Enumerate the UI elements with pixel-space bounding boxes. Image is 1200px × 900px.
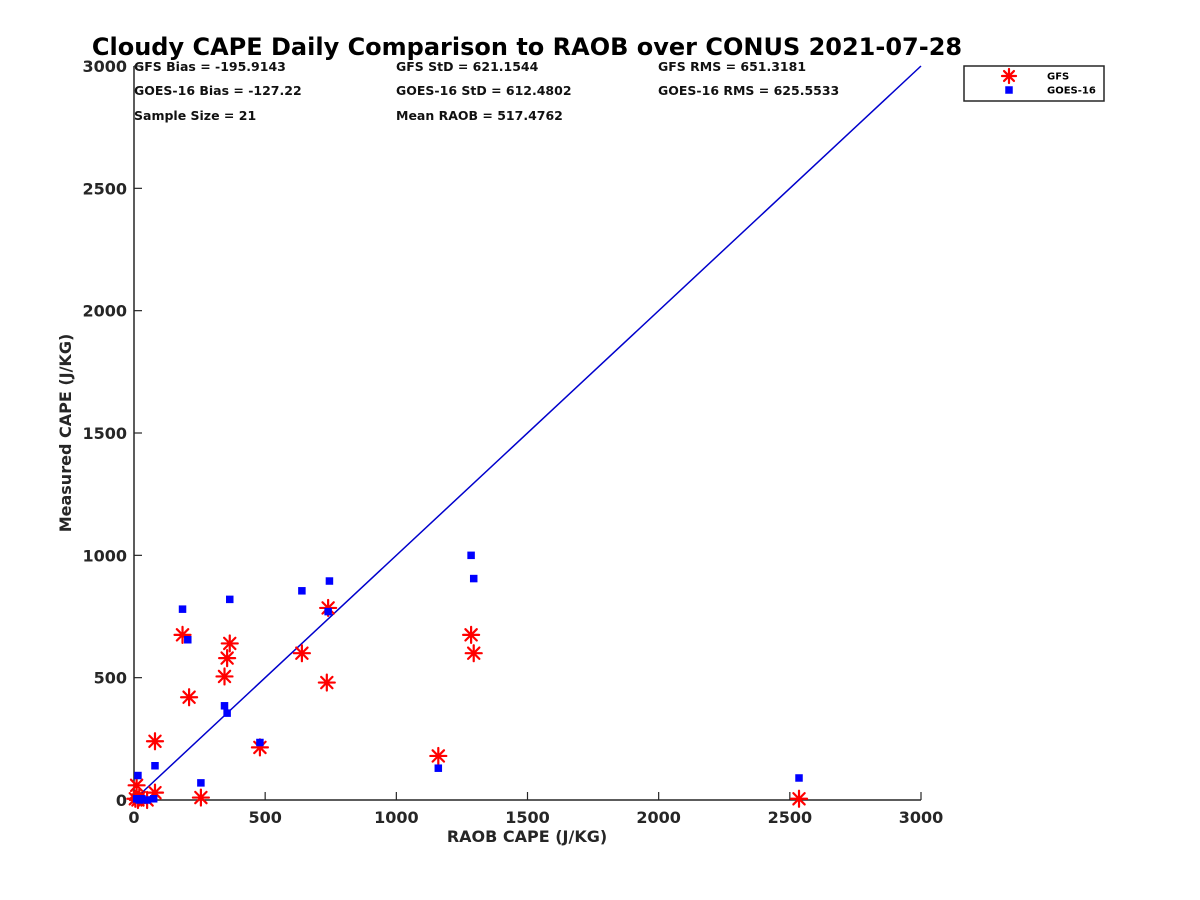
- legend-marker-gfs: [1000, 67, 1018, 85]
- x-tick-label: 500: [248, 808, 281, 827]
- gfs-point: [145, 732, 165, 751]
- x-tick-label: 3000: [899, 808, 944, 827]
- goes-16-point: [220, 702, 229, 710]
- stat-text: Sample Size = 21: [134, 108, 256, 123]
- stat-text: Mean RAOB = 517.4762: [396, 108, 563, 123]
- data-points: [126, 551, 809, 810]
- stat-text: GOES-16 RMS = 625.5533: [658, 83, 839, 98]
- goes-16-point: [434, 764, 443, 772]
- goes-16-point: [184, 635, 192, 644]
- gfs-point: [464, 644, 483, 663]
- reference-line-group: [133, 65, 922, 801]
- goes-16-point: [151, 761, 159, 770]
- axes: 0 500 1000 1500 2000 2500 3000 0 500 1000 1500 2000…: [82, 57, 943, 827]
- x-axis-label: RAOB CAPE (J/KG): [447, 827, 607, 846]
- legend-marker-goes-16: [1005, 86, 1013, 94]
- goes-16-point: [256, 738, 264, 747]
- gfs-point: [789, 789, 809, 808]
- x-tick-label: 1000: [374, 808, 419, 827]
- y-tick-label: 2000: [82, 302, 127, 321]
- goes-16-point: [143, 796, 151, 804]
- gfs-point: [179, 688, 199, 707]
- legend-label-goes-16: GOES-16: [1047, 86, 1096, 97]
- gfs-point: [429, 746, 448, 766]
- x-tick-label: 2000: [636, 808, 681, 827]
- gfs-point: [317, 673, 336, 692]
- legend-label-gfs: GFS: [1047, 72, 1069, 83]
- goes-16-point: [324, 607, 332, 616]
- stat-text: GOES-16 StD = 612.4802: [396, 83, 572, 98]
- gfs-point: [191, 788, 210, 807]
- goes-16-point: [298, 587, 306, 595]
- goes-16-point: [178, 605, 187, 613]
- one-to-one-line: [133, 65, 922, 801]
- stats-panel: GFS Bias = -195.9143 GFS StD = 621.1544 GF…: [134, 59, 839, 123]
- goes-16-point: [138, 795, 146, 803]
- goes-16-point: [134, 771, 142, 780]
- x-tick-label: 1500: [505, 808, 550, 827]
- goes-16-point: [197, 779, 205, 787]
- legend-box: [963, 65, 1105, 102]
- goes-16-point: [467, 551, 475, 560]
- x-tick-label: 0: [128, 808, 139, 827]
- gfs-point: [461, 625, 481, 644]
- x-tick-label: 2500: [768, 808, 813, 827]
- stat-text: GFS RMS = 651.3181: [658, 59, 806, 74]
- gfs-point: [215, 667, 234, 686]
- y-tick-label: 2500: [82, 179, 127, 198]
- gfs-point: [127, 776, 146, 795]
- y-axis-label: Measured CAPE (J/KG): [56, 334, 75, 533]
- goes-16-point: [149, 795, 158, 803]
- stat-text: GFS Bias = -195.9143: [134, 59, 286, 74]
- goes-16-point: [226, 595, 234, 604]
- y-tick-label: 0: [116, 791, 127, 810]
- y-tick-label: 500: [94, 669, 127, 688]
- goes-16-point: [469, 574, 478, 583]
- y-tick-label: 3000: [82, 57, 127, 76]
- stat-text: GFS StD = 621.1544: [396, 59, 539, 74]
- y-tick-label: 1000: [82, 546, 127, 565]
- chart-title: Cloudy CAPE Daily Comparison to RAOB ove…: [92, 33, 962, 61]
- goes-16-point: [795, 774, 803, 782]
- gfs-point: [292, 644, 311, 663]
- goes-16-point: [223, 709, 231, 717]
- gfs-point: [218, 648, 237, 668]
- goes-16-point: [325, 577, 334, 585]
- legend: GFS GOES-16: [963, 65, 1105, 102]
- gfs-point: [220, 634, 239, 653]
- y-tick-label: 1500: [82, 424, 127, 443]
- stat-text: GOES-16 Bias = -127.22: [134, 83, 302, 98]
